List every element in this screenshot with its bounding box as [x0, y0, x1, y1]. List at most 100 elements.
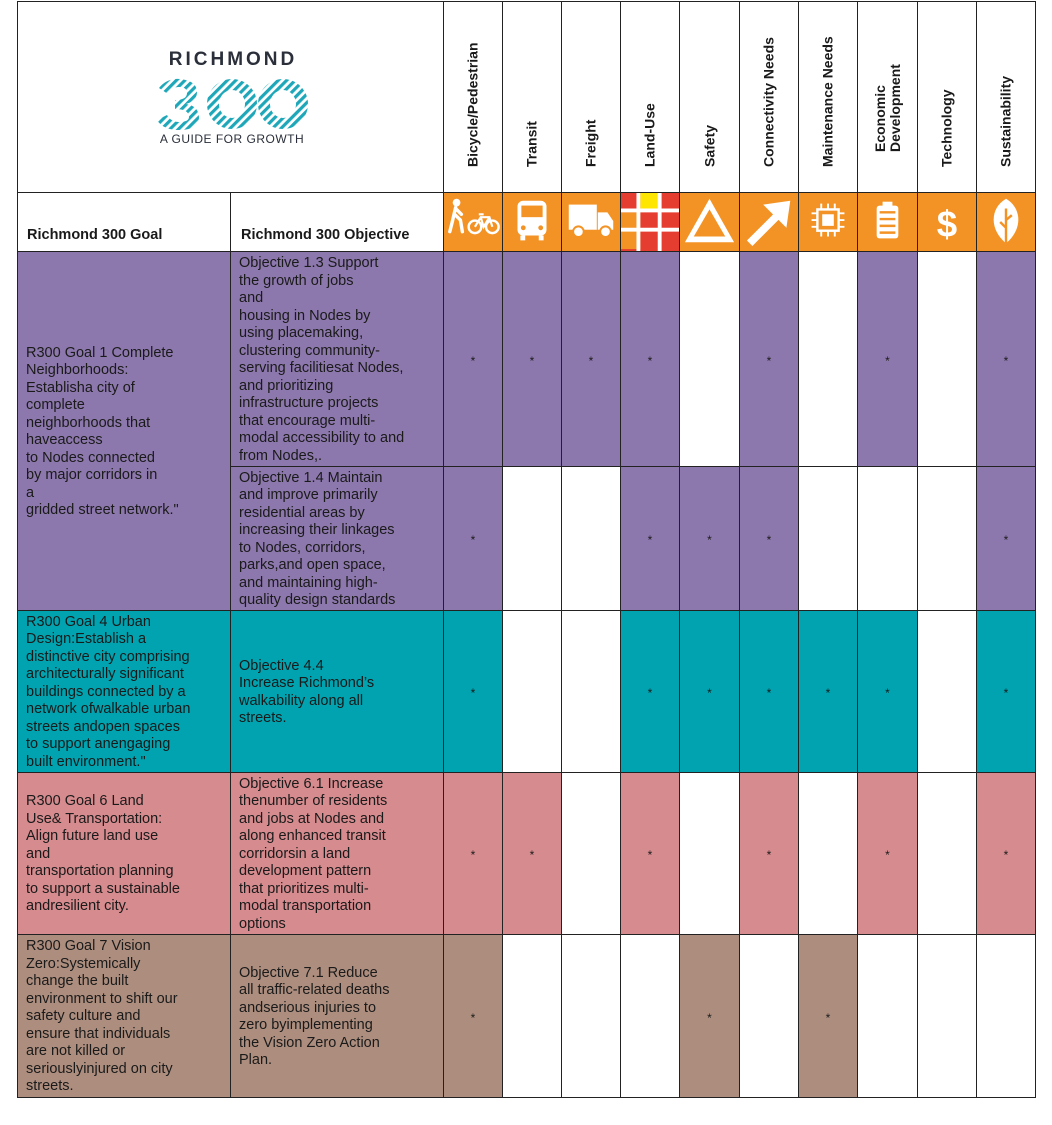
match-mark: *: [647, 848, 653, 862]
match-mark: *: [647, 354, 653, 368]
match-mark: *: [470, 686, 476, 700]
objective-cell: Objective 1.4 Maintain and improve prima…: [231, 467, 444, 611]
matrix-cell: [799, 252, 858, 467]
objective-text: Objective 7.1 Reduce all traffic-related…: [239, 964, 390, 1069]
criterion-header-10: Sustainability: [977, 1, 1036, 193]
objective-cell: Objective 7.1 Reduce all traffic-related…: [231, 935, 444, 1098]
matrix-cell: *: [503, 773, 562, 935]
criterion-header-2: Transit: [503, 1, 562, 193]
match-mark: *: [470, 354, 476, 368]
objective-text: Objective 6.1 Increase thenumber of resi…: [239, 775, 388, 932]
match-mark: *: [1003, 686, 1009, 700]
objective-cell: Objective 4.4 Increase Richmond’s walkab…: [231, 611, 444, 773]
matrix-cell: *: [977, 611, 1036, 773]
criterion-label: Sustainability: [997, 75, 1014, 167]
objective-text: Objective 4.4 Increase Richmond’s walkab…: [239, 657, 375, 727]
matrix-cell: *: [444, 611, 503, 773]
matrix-cell: [740, 935, 799, 1098]
criterion-label: Freight: [582, 119, 599, 167]
matrix-cell: *: [444, 773, 503, 935]
matrix-cell: *: [740, 467, 799, 611]
goal-text: R300 Goal 6 Land Use& Transportation: Al…: [26, 793, 180, 915]
match-mark: *: [766, 686, 772, 700]
criterion-label: Maintenance Needs: [819, 36, 836, 167]
criterion-label: Safety: [701, 124, 717, 167]
criterion-header-6: Connectivity Needs: [740, 1, 799, 193]
match-mark: *: [470, 848, 476, 862]
criterion-label: Technology: [938, 89, 955, 167]
logo-title: RICHMOND: [168, 49, 298, 70]
goal-cell: R300 Goal 4 Urban Design:Establish a dis…: [17, 611, 231, 773]
matrix-cell: *: [621, 773, 680, 935]
criterion-icon-cell: [621, 193, 680, 252]
matrix-cell: [977, 935, 1036, 1098]
objective-cell: Objective 6.1 Increase thenumber of resi…: [231, 773, 444, 935]
matrix-cell: *: [444, 935, 503, 1098]
objective-cell: Objective 1.3 Support the growth of jobs…: [231, 252, 444, 467]
matrix-cell: [562, 467, 621, 611]
matrix-cell: *: [799, 935, 858, 1098]
matrix-cell: *: [858, 611, 918, 773]
match-mark: *: [588, 354, 594, 368]
criterion-label: Transit: [523, 121, 540, 167]
criterion-label: Economic Development: [871, 64, 903, 152]
match-mark: *: [707, 1011, 712, 1025]
criterion-icon-cell: [562, 193, 621, 252]
matrix-cell: *: [977, 773, 1036, 935]
matrix-cell: *: [740, 252, 799, 467]
land-use-grid-icon: [621, 193, 679, 251]
matrix-cell: *: [444, 467, 503, 611]
criterion-header-9: Technology: [918, 1, 977, 193]
matrix-cell: [918, 467, 977, 611]
criterion-icon-cell: $: [918, 193, 977, 252]
match-mark: *: [766, 354, 772, 368]
match-mark: *: [529, 848, 535, 862]
criterion-header-3: Freight: [562, 1, 621, 193]
matrix-cell: *: [977, 467, 1036, 611]
goal-cell: R300 Goal 1 Complete Neighborhoods: Esta…: [17, 252, 231, 611]
goal-cell: R300 Goal 7 Vision Zero:Systemically cha…: [17, 935, 231, 1098]
matrix-cell: *: [680, 611, 740, 773]
matrix-cell: [918, 252, 977, 467]
matrix-cell: [562, 935, 621, 1098]
chip-icon: [811, 203, 845, 237]
objective-column-header: Richmond 300 Objective: [231, 193, 444, 252]
matrix-cell: [858, 467, 918, 611]
match-mark: *: [707, 686, 712, 700]
matrix-cell: [621, 935, 680, 1098]
match-mark: *: [707, 533, 712, 547]
criterion-icon-cell: [799, 193, 858, 252]
bicycle-pedestrian-icon: [448, 198, 500, 235]
criterion-icon-cell: [977, 193, 1036, 252]
match-mark: *: [470, 533, 476, 547]
matrix-cell: [562, 773, 621, 935]
matrix-cell: [503, 467, 562, 611]
warning-triangle-icon: [684, 198, 735, 243]
matrix-cell: *: [799, 611, 858, 773]
match-mark: *: [529, 354, 535, 368]
goal-column-header-label: Richmond 300 Goal: [27, 227, 163, 243]
truck-icon: [568, 204, 614, 238]
criterion-header-4: Land-Use: [621, 1, 680, 193]
objective-text: Objective 1.3 Support the growth of jobs…: [239, 255, 405, 464]
matrix-cell: *: [740, 611, 799, 773]
goal-text: R300 Goal 7 Vision Zero:Systemically cha…: [26, 938, 178, 1095]
match-mark: *: [1003, 533, 1009, 547]
criterion-icon-cell: [740, 193, 799, 252]
criterion-icon-cell: [858, 193, 918, 252]
arrow-up-right-icon: [746, 200, 791, 247]
matrix-cell: *: [977, 252, 1036, 467]
logo-cell: [17, 1, 444, 193]
goal-cell: R300 Goal 6 Land Use& Transportation: Al…: [17, 773, 231, 935]
matrix-cell: *: [680, 935, 740, 1098]
matrix-cell: [680, 252, 740, 467]
goal-text: R300 Goal 1 Complete Neighborhoods: Esta…: [26, 344, 179, 519]
matrix-cell: [799, 467, 858, 611]
matrix-cell: *: [621, 252, 680, 467]
criterion-icon-cell: [680, 193, 740, 252]
matrix-cell: [918, 773, 977, 935]
objective-text: Objective 1.4 Maintain and improve prima…: [239, 469, 396, 609]
matrix-cell: *: [740, 773, 799, 935]
matrix-cell: [562, 611, 621, 773]
